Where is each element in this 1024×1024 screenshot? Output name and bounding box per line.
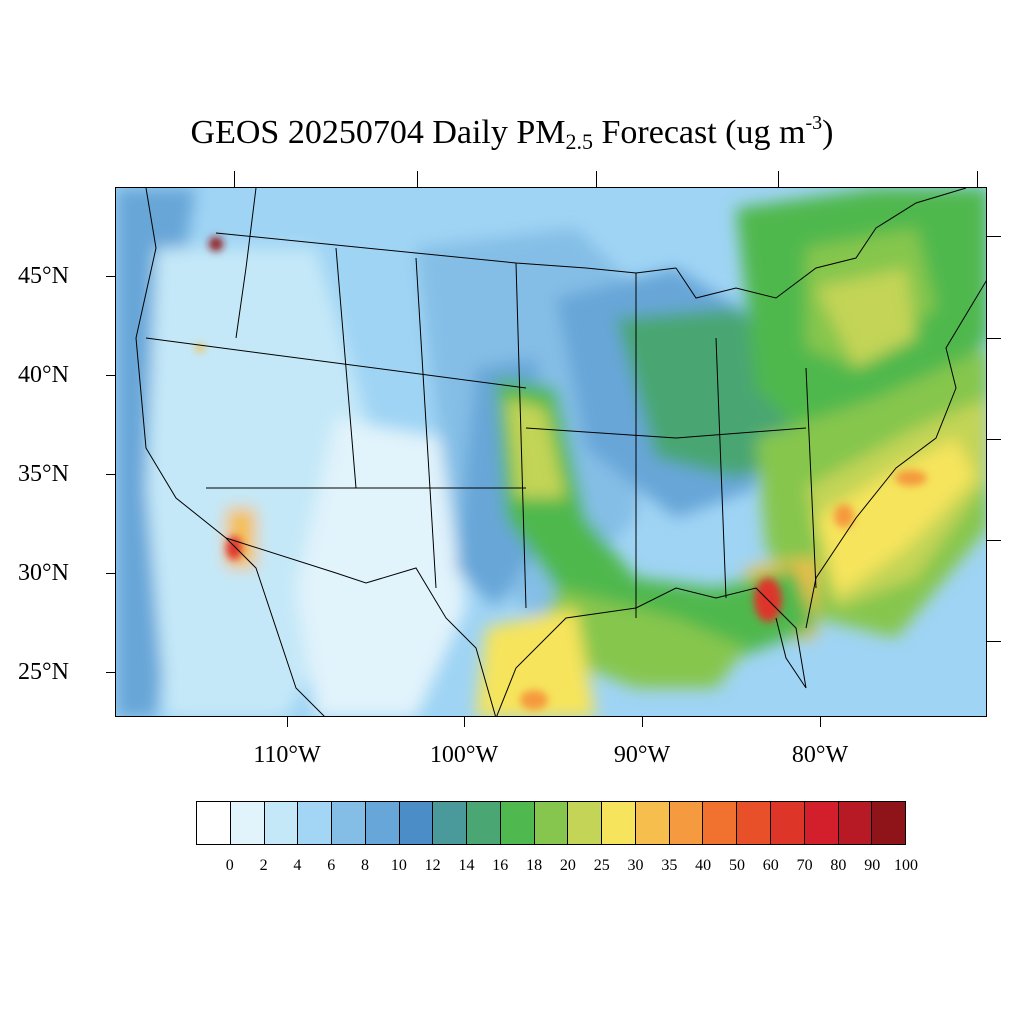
colorbar-swatch (872, 802, 906, 844)
west-coast-line (135, 188, 325, 716)
pm25-forecast-map (115, 187, 987, 717)
colorbar-level-label: 30 (627, 857, 644, 874)
top-tick-5 (977, 171, 978, 187)
great-lakes-border-line (675, 188, 967, 299)
lat-tick-25 (106, 672, 115, 673)
colorbar-swatch (602, 802, 636, 844)
lat-tick-30 (106, 573, 115, 574)
colorbar-level-label: 8 (361, 857, 370, 874)
lat-tick-45 (106, 276, 115, 277)
top-tick-3 (596, 171, 597, 187)
state-line-3 (415, 257, 437, 589)
lon-tick-90w (642, 717, 643, 727)
state-line-5 (145, 337, 527, 389)
colorbar-swatch (568, 802, 603, 844)
atlantic-coast-line (805, 280, 986, 629)
lat-label-45n: 45°N (18, 263, 69, 289)
northern-border-line (215, 232, 677, 274)
map-title: GEOS 20250704 Daily PM2.5 Forecast (ug m… (190, 112, 834, 154)
colorbar-swatch (771, 802, 805, 844)
state-line-9 (715, 337, 727, 599)
colorbar-level-label: 90 (864, 857, 881, 874)
colorbar-level-label: 80 (830, 857, 847, 874)
colorbar-swatch (365, 802, 400, 844)
colorbar-level-label: 100 (894, 857, 918, 874)
state-line-2 (335, 247, 357, 489)
colorbar-swatch (298, 802, 333, 844)
colorbar-level-label: 25 (593, 857, 610, 874)
gulf-coast-line (496, 587, 807, 716)
colorbar-swatch (838, 802, 873, 844)
lon-label-100w: 100°W (429, 742, 499, 768)
colorbar-labels: 0 2 4 6 8 10 12 14 16 18 20 25 30 35 40 50 60 70 80 90 100 (0, 857, 1024, 877)
lat-label-35n: 35°N (18, 461, 69, 487)
colorbar-level-label: 60 (762, 857, 779, 874)
colorbar-swatch (332, 802, 366, 844)
lon-label-80w: 80°W (791, 742, 849, 768)
colorbar-level-label: 0 (225, 857, 234, 874)
colorbar-level-label: 18 (526, 857, 543, 874)
right-tick-5 (987, 641, 1001, 642)
lat-tick-35 (106, 474, 115, 475)
colorbar-swatch (197, 802, 231, 844)
lat-label-25n: 25°N (18, 659, 69, 685)
colorbar-swatch (635, 802, 670, 844)
lon-tick-110w (287, 717, 288, 727)
boundaries (135, 188, 986, 716)
colorbar-swatch (230, 802, 265, 844)
state-line-10 (805, 367, 817, 589)
lat-tick-40 (106, 375, 115, 376)
lon-label-90w: 90°W (613, 742, 671, 768)
colorbar-level-label: 10 (390, 857, 407, 874)
top-tick-2 (417, 171, 418, 187)
colorbar-level-label: 2 (259, 857, 268, 874)
state-line-1 (235, 188, 257, 339)
colorbar-level-label: 14 (458, 857, 475, 874)
top-tick-1 (234, 171, 235, 187)
colorbar-level-label: 20 (559, 857, 576, 874)
colorbar-level-label: 50 (728, 857, 745, 874)
colorbar-swatch (534, 802, 569, 844)
colorbar-level-label: 40 (695, 857, 712, 874)
colorbar-swatch (669, 802, 704, 844)
colorbar-swatch (264, 802, 299, 844)
lon-label-110w: 110°W (253, 742, 321, 768)
right-tick-4 (987, 540, 1001, 541)
colorbar-swatch (433, 802, 468, 844)
colorbar (196, 801, 906, 845)
colorbar-level-label: 4 (293, 857, 302, 874)
colorbar-swatch (703, 802, 738, 844)
colorbar-swatch (737, 802, 772, 844)
colorbar-swatch (500, 802, 535, 844)
colorbar-level-label: 16 (492, 857, 509, 874)
colorbar-swatch (804, 802, 839, 844)
colorbar-level-label: 70 (796, 857, 813, 874)
colorbar-level-label: 6 (327, 857, 336, 874)
state-line-7 (525, 427, 807, 439)
colorbar-level-label: 35 (661, 857, 678, 874)
right-tick-2 (987, 338, 1001, 339)
colorbar-level-label: 12 (424, 857, 441, 874)
lat-label-30n: 30°N (18, 560, 69, 586)
lon-tick-80w (820, 717, 821, 727)
right-tick-3 (987, 439, 1001, 440)
colorbar-swatch (467, 802, 501, 844)
state-line-4 (515, 262, 527, 609)
colorbar-swatch (399, 802, 434, 844)
lon-tick-100w (464, 717, 465, 727)
southern-border-line (225, 537, 496, 716)
right-tick-1 (987, 236, 1001, 237)
top-tick-4 (778, 171, 779, 187)
lat-label-40n: 40°N (18, 362, 69, 388)
